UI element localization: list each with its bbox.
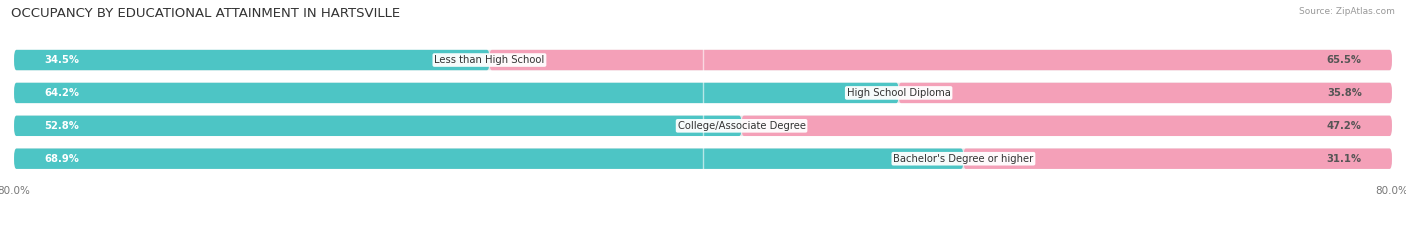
FancyBboxPatch shape [14, 83, 898, 103]
Text: 65.5%: 65.5% [1327, 55, 1362, 65]
Text: 68.9%: 68.9% [44, 154, 79, 164]
FancyBboxPatch shape [14, 50, 489, 70]
FancyBboxPatch shape [14, 116, 741, 136]
Text: 31.1%: 31.1% [1327, 154, 1362, 164]
Text: 34.5%: 34.5% [44, 55, 79, 65]
FancyBboxPatch shape [14, 50, 1392, 70]
FancyBboxPatch shape [898, 83, 1392, 103]
FancyBboxPatch shape [741, 116, 1392, 136]
Legend: Owner-occupied, Renter-occupied: Owner-occupied, Renter-occupied [596, 231, 810, 233]
FancyBboxPatch shape [14, 116, 1392, 136]
Text: OCCUPANCY BY EDUCATIONAL ATTAINMENT IN HARTSVILLE: OCCUPANCY BY EDUCATIONAL ATTAINMENT IN H… [11, 7, 401, 20]
Text: High School Diploma: High School Diploma [846, 88, 950, 98]
Text: 35.8%: 35.8% [1327, 88, 1362, 98]
Text: Source: ZipAtlas.com: Source: ZipAtlas.com [1299, 7, 1395, 16]
FancyBboxPatch shape [14, 83, 1392, 103]
Text: 64.2%: 64.2% [44, 88, 79, 98]
FancyBboxPatch shape [489, 50, 1392, 70]
Text: 47.2%: 47.2% [1327, 121, 1362, 131]
Text: 52.8%: 52.8% [44, 121, 79, 131]
FancyBboxPatch shape [963, 148, 1392, 169]
FancyBboxPatch shape [14, 148, 1392, 169]
Text: Less than High School: Less than High School [434, 55, 544, 65]
FancyBboxPatch shape [14, 148, 963, 169]
Text: College/Associate Degree: College/Associate Degree [678, 121, 806, 131]
Text: Bachelor's Degree or higher: Bachelor's Degree or higher [893, 154, 1033, 164]
